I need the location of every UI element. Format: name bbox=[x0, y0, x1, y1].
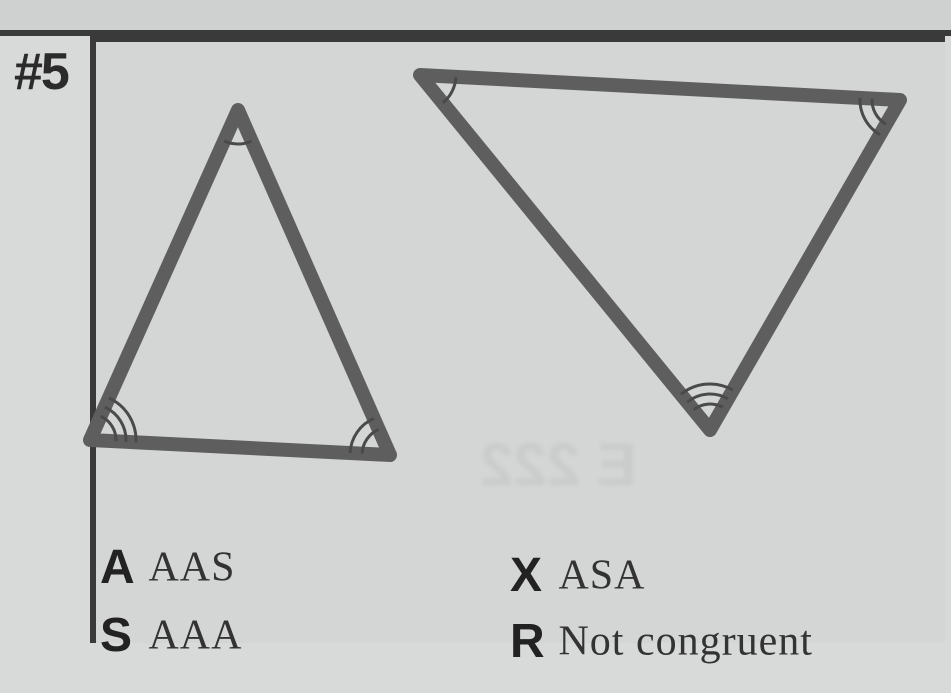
choice-key: A bbox=[100, 540, 144, 595]
choice-a[interactable]: A AAS bbox=[100, 540, 235, 595]
choice-x[interactable]: X ASA bbox=[510, 548, 645, 603]
choice-text: AAS bbox=[148, 545, 235, 591]
choice-text: AAA bbox=[148, 613, 242, 659]
choice-text: Not congruent bbox=[558, 619, 812, 665]
choice-key: S bbox=[100, 608, 144, 663]
choice-key: X bbox=[510, 548, 554, 603]
choice-key: R bbox=[510, 614, 554, 669]
choice-s[interactable]: S AAA bbox=[100, 608, 242, 663]
worksheet-page: #5 E 222 A AAS S AAA X ASA R Not congrue… bbox=[0, 0, 951, 693]
choice-r[interactable]: R Not congruent bbox=[510, 614, 813, 669]
triangle-right bbox=[420, 75, 900, 430]
triangle-left bbox=[90, 110, 390, 455]
choice-text: ASA bbox=[558, 553, 645, 599]
